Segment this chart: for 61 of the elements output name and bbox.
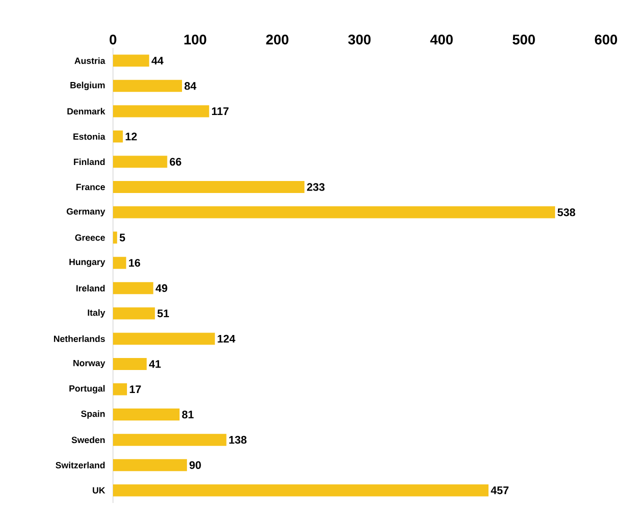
bar: [113, 181, 304, 194]
bar: [113, 484, 489, 496]
y-tick-label: France: [76, 184, 105, 190]
data-label: 16: [129, 258, 140, 267]
y-tick-label: Finland: [74, 158, 105, 166]
y-tick-label: Hungary: [69, 258, 106, 267]
bar: [113, 232, 118, 244]
y-tick-label: Netherlands: [54, 335, 105, 342]
y-tick-label: Estonia: [73, 133, 106, 140]
bar: [113, 206, 556, 218]
y-tick-label: Denmark: [67, 108, 106, 114]
data-label: 44: [152, 56, 164, 64]
bar: [113, 459, 187, 472]
y-tick-label: Spain: [81, 410, 105, 419]
data-label: 90: [190, 461, 201, 469]
y-tick-label: Greece: [75, 234, 105, 241]
data-label: 51: [157, 310, 169, 318]
y-tick-label: Switzerland: [56, 462, 105, 468]
bar: [113, 332, 215, 345]
x-tick-label: 100: [184, 34, 206, 44]
y-tick-label: Norway: [73, 360, 106, 368]
x-tick-label: 300: [348, 34, 371, 44]
bar: [113, 105, 210, 118]
y-tick-label: Portugal: [69, 385, 105, 394]
y-tick-label: Austria: [74, 57, 106, 64]
bar: [113, 358, 147, 370]
data-label: 457: [490, 486, 508, 494]
bar: [113, 130, 123, 142]
data-label: 124: [218, 334, 236, 343]
y-tick-label: Belgium: [70, 82, 105, 90]
data-label: 5: [120, 234, 126, 242]
data-label: 117: [212, 107, 229, 115]
x-tick-label: 200: [266, 34, 288, 44]
y-tick-label: Italy: [88, 309, 106, 318]
y-tick-label: Germany: [66, 208, 106, 216]
y-tick-label: Sweden: [72, 436, 105, 444]
data-label: 12: [126, 132, 137, 140]
bar: [113, 156, 168, 168]
bar: [113, 383, 127, 396]
bar: [113, 282, 154, 294]
x-tick-label: 0: [110, 34, 116, 44]
data-label: 41: [149, 360, 161, 368]
data-label: 49: [156, 284, 168, 292]
bar: [113, 434, 226, 446]
data-label: 538: [558, 208, 576, 216]
x-tick-label: 400: [430, 34, 453, 44]
bar: [113, 307, 155, 320]
bar: [113, 80, 182, 92]
y-tick-label: UK: [92, 487, 106, 494]
bar: [113, 256, 126, 269]
data-label: 84: [184, 82, 196, 90]
x-tick-label: 500: [512, 34, 535, 44]
data-label: 66: [170, 158, 182, 166]
x-tick-label: 600: [594, 34, 618, 44]
bar: [113, 408, 180, 421]
data-label: 81: [182, 410, 194, 418]
bar: [113, 54, 150, 67]
y-tick-label: Ireland: [76, 284, 105, 292]
data-label: 233: [307, 183, 325, 191]
data-label: 17: [130, 385, 141, 394]
data-label: 138: [229, 436, 247, 444]
